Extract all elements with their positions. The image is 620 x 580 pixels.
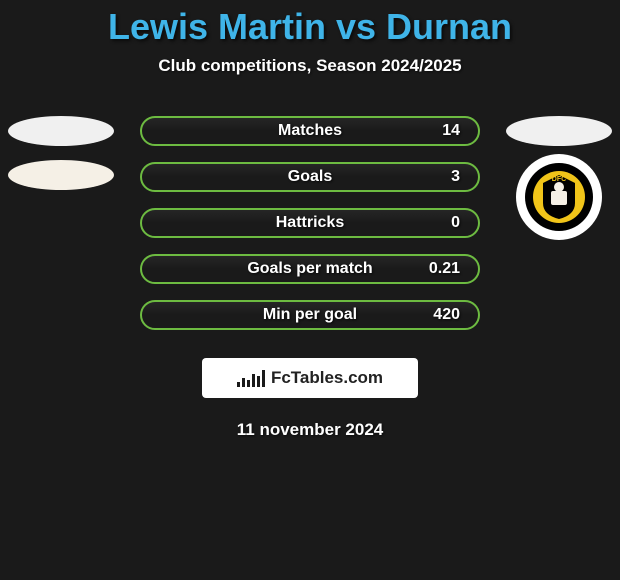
source-logo: FcTables.com <box>202 358 418 398</box>
club-badge-icon: DFC <box>523 161 595 233</box>
right-player-column: DFC <box>504 116 614 240</box>
stat-label: Goals per match <box>196 260 424 278</box>
left-player-oval-1 <box>8 116 114 146</box>
stat-bar-min-per-goal: Min per goal 420 <box>140 300 480 330</box>
left-player-column <box>6 116 116 190</box>
stat-label: Min per goal <box>196 306 424 324</box>
right-player-oval-1 <box>506 116 612 146</box>
stat-right-value: 14 <box>424 122 460 140</box>
stat-right-value: 0 <box>424 214 460 232</box>
page-title: Lewis Martin vs Durnan <box>0 0 620 48</box>
date-label: 11 november 2024 <box>0 420 620 440</box>
stat-bar-matches: Matches 14 <box>140 116 480 146</box>
svg-text:DFC: DFC <box>552 176 566 183</box>
stat-label: Goals <box>196 168 424 186</box>
comparison-content: DFC Matches 14 Goals 3 Hattricks 0 Goals… <box>0 116 620 440</box>
left-player-oval-2 <box>8 160 114 190</box>
subtitle: Club competitions, Season 2024/2025 <box>0 56 620 76</box>
stat-label: Hattricks <box>196 214 424 232</box>
stat-right-value: 3 <box>424 168 460 186</box>
club-badge: DFC <box>516 154 602 240</box>
stat-bar-hattricks: Hattricks 0 <box>140 208 480 238</box>
bar-chart-icon <box>237 369 265 387</box>
stat-bar-goals-per-match: Goals per match 0.21 <box>140 254 480 284</box>
stat-right-value: 0.21 <box>424 260 460 278</box>
stat-bars: Matches 14 Goals 3 Hattricks 0 Goals per… <box>140 116 480 330</box>
stat-label: Matches <box>196 122 424 140</box>
stat-right-value: 420 <box>424 306 460 324</box>
stat-bar-goals: Goals 3 <box>140 162 480 192</box>
source-logo-text: FcTables.com <box>271 368 383 388</box>
